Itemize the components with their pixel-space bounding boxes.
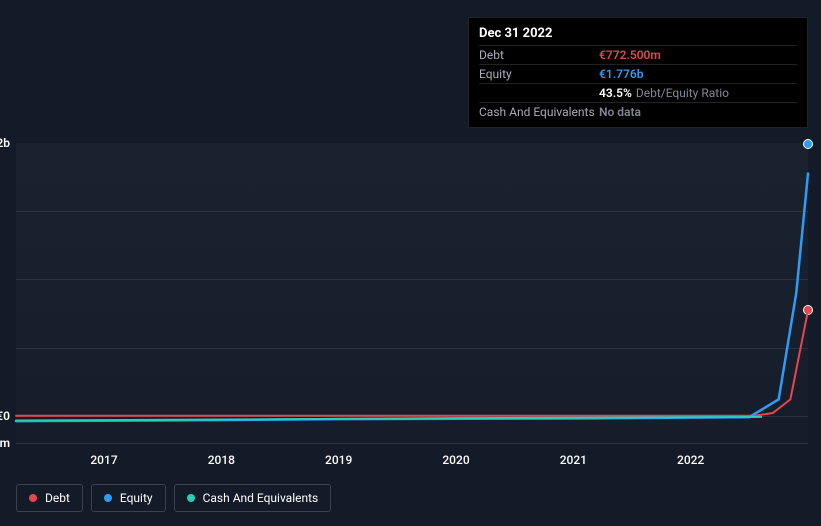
legend-dot-icon xyxy=(187,494,195,502)
series-line-debt xyxy=(16,310,808,415)
legend-dot-icon xyxy=(29,494,37,502)
debt-equity-chart: 201720182019202020212022 DebtEquityCash … xyxy=(0,0,821,526)
x-axis-label: 2019 xyxy=(325,453,352,467)
tooltip-row-key: Debt xyxy=(479,48,599,62)
grid-line xyxy=(16,443,808,444)
tooltip-row: Debt€772.500m xyxy=(479,45,797,64)
x-axis-label: 2020 xyxy=(442,453,469,467)
legend: Debt Equity Cash And Equivalents xyxy=(16,484,331,512)
tooltip-title: Dec 31 2022 xyxy=(479,22,797,45)
tooltip-row-value: €1.776b xyxy=(599,67,643,81)
tooltip-row-suffix: Debt/Equity Ratio xyxy=(636,86,729,100)
tooltip-row-value: €772.500m xyxy=(599,48,661,62)
y-axis-label: €0 xyxy=(0,409,10,423)
y-axis-label: €2b xyxy=(0,136,10,150)
legend-dot-icon xyxy=(104,494,112,502)
x-axis-label: 2021 xyxy=(560,453,587,467)
legend-item-debt[interactable]: Debt xyxy=(16,484,83,512)
legend-item-cash[interactable]: Cash And Equivalents xyxy=(174,484,332,512)
series-line-equity xyxy=(16,174,808,422)
legend-item-label: Debt xyxy=(45,491,70,505)
tooltip-row-key xyxy=(479,86,599,100)
tooltip-row: 43.5% Debt/Equity Ratio xyxy=(479,83,797,102)
plot-area[interactable]: 201720182019202020212022 xyxy=(16,143,808,443)
x-axis-label: 2018 xyxy=(208,453,235,467)
y-axis-label: -€200m xyxy=(0,436,10,450)
tooltip-row-key: Cash And Equivalents xyxy=(479,105,599,119)
tooltip-row-value: No data xyxy=(599,105,641,119)
legend-item-label: Equity xyxy=(120,491,153,505)
tooltip-row-value: 43.5% xyxy=(599,86,632,100)
tooltip-row: Cash And EquivalentsNo data xyxy=(479,102,797,121)
series-svg xyxy=(16,143,808,443)
chart-tooltip: Dec 31 2022Debt€772.500mEquity€1.776b43.… xyxy=(468,17,808,128)
legend-item-equity[interactable]: Equity xyxy=(91,484,166,512)
legend-item-label: Cash And Equivalents xyxy=(203,491,319,505)
x-axis-label: 2022 xyxy=(677,453,704,467)
x-axis-label: 2017 xyxy=(90,453,117,467)
tooltip-row-key: Equity xyxy=(479,67,599,81)
tooltip-row: Equity€1.776b xyxy=(479,64,797,83)
